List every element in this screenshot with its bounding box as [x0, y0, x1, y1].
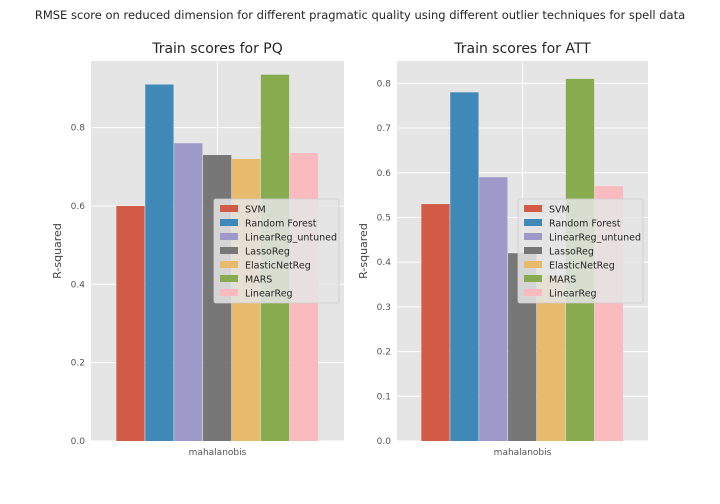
- y-tick-label-pq-1: 0.2: [71, 359, 85, 369]
- y-tick-label-pq-3: 0.6: [71, 202, 86, 212]
- legend-swatch-att-elasticnetreg: [524, 261, 542, 268]
- legend-pq: SVM Random Forest LinearReg_untuned LassoRe…: [213, 198, 340, 304]
- legend-swatch-att-linearreg: [524, 289, 542, 296]
- y-tick-label-att-8: 0.8: [377, 79, 392, 89]
- subplot-title-att: Train scores for ATT: [453, 41, 591, 57]
- legend-swatch-att-linearreg-untuned: [524, 233, 542, 240]
- y-tick-label-att-2: 0.2: [377, 348, 391, 358]
- x-tick-label-att-0: mahalanobis: [494, 448, 552, 458]
- y-tick-label-pq-4: 0.8: [71, 124, 86, 134]
- x-tick-label-pq-0: mahalanobis: [189, 448, 247, 458]
- legend-swatch-att-random-forest: [524, 219, 542, 226]
- bar-pq-linearreg-untuned: [174, 143, 203, 441]
- legend-label-att-random-forest: Random Forest: [549, 219, 621, 230]
- y-axis-label-pq: R-squared: [51, 223, 64, 279]
- legend-swatch-pq-linearreg-untuned: [220, 233, 238, 240]
- legend-swatch-pq-svm: [220, 205, 238, 212]
- legend-swatch-pq-linearreg: [220, 289, 238, 296]
- legend-swatch-pq-random-forest: [220, 219, 238, 226]
- y-tick-label-att-6: 0.6: [377, 169, 392, 179]
- y-tick-label-att-0: 0.0: [377, 437, 392, 447]
- legend-swatch-pq-mars: [220, 275, 238, 282]
- legend-label-att-linearreg-untuned: LinearReg_untuned: [549, 233, 641, 244]
- legend-label-pq-random-forest: Random Forest: [245, 219, 317, 230]
- legend-att: SVM Random Forest LinearReg_untuned LassoRe…: [517, 198, 644, 304]
- legend-swatch-pq-elasticnetreg: [220, 261, 238, 268]
- legend-swatch-att-lassoreg: [524, 247, 542, 254]
- y-tick-label-att-7: 0.7: [377, 124, 391, 134]
- y-axis-label-att: R-squared: [357, 223, 370, 279]
- bar-att-random-forest: [450, 92, 479, 441]
- bar-pq-svm: [116, 205, 145, 441]
- legend-swatch-att-svm: [524, 205, 542, 212]
- y-tick-label-pq-2: 0.4: [71, 280, 86, 290]
- bar-pq-random-forest: [145, 84, 174, 441]
- figure-title: RMSE score on reduced dimension for diff…: [35, 8, 685, 22]
- legend-label-pq-elasticnetreg: ElasticNetReg: [245, 261, 311, 272]
- y-tick-label-pq-0: 0.0: [71, 437, 86, 447]
- bar-att-svm: [421, 204, 450, 441]
- y-tick-label-att-1: 0.1: [377, 392, 391, 402]
- subplot-att: 0.0 0.1 0.2 0.3 0.4 0.5 0.6 0.7 0.8 mahalanobis Tr…: [357, 41, 648, 458]
- legend-box-pq: [213, 198, 340, 304]
- subplot-pq: 0.0 0.2 0.4 0.6 0.8 mahalanobis Train scores f…: [51, 41, 344, 458]
- legend-label-att-svm: SVM: [549, 205, 570, 216]
- legend-swatch-att-mars: [524, 275, 542, 282]
- y-tick-label-att-5: 0.5: [377, 213, 391, 223]
- subplot-title-pq: Train scores for PQ: [151, 41, 283, 57]
- legend-label-att-linearreg: LinearReg: [549, 289, 597, 300]
- y-tick-label-att-4: 0.4: [377, 258, 392, 268]
- legend-label-pq-lassoreg: LassoReg: [245, 247, 290, 258]
- y-tick-label-att-3: 0.3: [377, 303, 391, 313]
- legend-label-att-elasticnetreg: ElasticNetReg: [549, 261, 615, 272]
- legend-box-att: [517, 198, 644, 304]
- legend-label-pq-linearreg-untuned: LinearReg_untuned: [245, 233, 337, 244]
- legend-label-pq-linearreg: LinearReg: [245, 289, 293, 300]
- legend-label-att-lassoreg: LassoReg: [549, 247, 594, 258]
- legend-label-att-mars: MARS: [549, 275, 576, 286]
- legend-swatch-pq-lassoreg: [220, 247, 238, 254]
- legend-label-pq-mars: MARS: [245, 275, 272, 286]
- legend-label-pq-svm: SVM: [245, 205, 266, 216]
- bar-att-linearreg-untuned: [479, 177, 508, 441]
